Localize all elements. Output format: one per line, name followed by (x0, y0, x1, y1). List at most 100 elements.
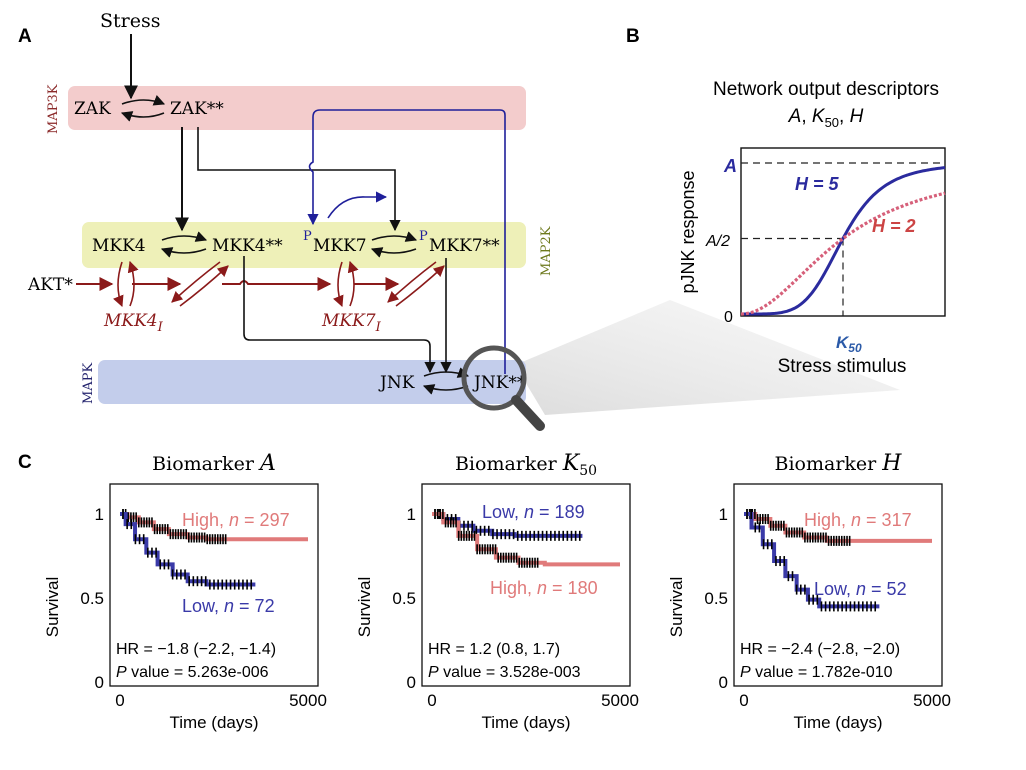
km-ytick: 1 (719, 505, 728, 524)
km-title: Biomarker H (775, 451, 903, 476)
km-frame (421, 483, 631, 687)
ytick-a: A (723, 156, 737, 176)
curve-label-h5: H = 5 (795, 174, 840, 194)
km-title: Biomarker A (152, 451, 276, 476)
dose-response-curves (741, 166, 946, 316)
mkk4-deactivation-arrow (160, 247, 207, 258)
descriptor-subtitle: A, K50, H (788, 106, 864, 130)
panel-label-a: A (18, 26, 32, 47)
km-xtick: 0 (427, 691, 436, 710)
mkk4-activation-arrow (161, 231, 208, 242)
km-high-label: High, n = 297 (182, 510, 290, 530)
curve-label-h2: H = 2 (872, 216, 916, 236)
ytick-a-half: A/2 (705, 233, 730, 250)
km-xtick: 5000 (913, 691, 951, 710)
mkk7pp-inhib-up (395, 265, 445, 307)
mkk4pp-inhib-up (179, 265, 229, 307)
km-hazard-ratio: HR = −1.8 (−2.2, −1.4) (116, 641, 276, 658)
node-mkk4-inhibited: MKK4I (103, 311, 164, 335)
ytick-zero: 0 (724, 309, 733, 326)
km-frame (733, 483, 943, 687)
km-ytick: 0 (719, 673, 728, 692)
panel-a: A MAP3K MAP2K MAPK Stress ZAK ZAK** MKK4… (18, 10, 900, 431)
km-xlabel: Time (days) (793, 713, 882, 732)
km-low-label: Low, n = 72 (182, 596, 275, 616)
km-p-value: P value = 3.528e-003 (428, 664, 581, 681)
km-high-label: High, n = 180 (490, 578, 598, 598)
node-phospho-1: P (303, 229, 312, 244)
km-title: Biomarker K50 (455, 451, 597, 479)
map2k-label: MAP2K (539, 226, 554, 276)
xtick-k50: K50 (836, 333, 862, 355)
mkk4pp-inhib-down (171, 261, 221, 303)
mkk7-deactivation-arrow (370, 247, 417, 258)
km-ylabel: Survival (667, 577, 686, 637)
jnk-feedback-arrow (307, 109, 506, 374)
km-p-value: P value = 1.782e-010 (740, 664, 893, 681)
mkk4-inhib-down (113, 261, 124, 308)
km-ytick: 0.5 (392, 589, 416, 608)
guide-lines (741, 162, 945, 316)
curve-hill-5 (741, 166, 946, 316)
km-p-value: P value = 5.263e-006 (116, 664, 269, 681)
node-mkk7-inhibited: MKK7I (321, 311, 382, 335)
zak-to-mkk7-arrow (197, 127, 401, 232)
akt-to-mkk7-arrow (222, 277, 332, 291)
feedback-phosphorylation-arrow (327, 191, 388, 219)
descriptor-title: Network output descriptors (713, 79, 939, 100)
zak-activation-arrow (121, 95, 166, 106)
panel-b: B Network output descriptors A, K50, H p… (626, 26, 946, 377)
panel-label-c: C (18, 452, 32, 473)
km-plot-2: Biomarker K50 0 0.5 1 0 5000 Time (days) Surviv… (355, 451, 639, 732)
map3k-label: MAP3K (46, 84, 61, 134)
node-akt: AKT* (27, 275, 73, 295)
curve-hill-2 (741, 191, 946, 316)
node-zak-pp: ZAK** (170, 99, 224, 119)
node-mkk7: MKK7 (313, 236, 367, 256)
stress-label: Stress (100, 10, 160, 32)
km-ylabel: Survival (355, 577, 374, 637)
node-mkk7-pp: MKK7** (429, 236, 500, 256)
panel-label-b: B (626, 26, 640, 47)
magnifier-icon (461, 345, 545, 431)
zoom-beam (515, 300, 900, 415)
km-curve-high (120, 512, 308, 542)
km-ytick: 1 (95, 505, 104, 524)
dose-response-ylabel: pJNK response (678, 170, 698, 293)
dose-response-xlabel: Stress stimulus (778, 356, 907, 377)
km-xtick: 0 (739, 691, 748, 710)
mapk-label: MAPK (81, 363, 96, 404)
node-phospho-2: P (419, 229, 428, 244)
node-mkk4-pp: MKK4** (212, 236, 283, 256)
km-high-label: High, n = 317 (804, 510, 912, 530)
km-plot-1: Biomarker A 0 0.5 1 0 5000 Time (days) Survival… (43, 451, 327, 732)
mapk-band (98, 360, 526, 404)
km-ytick: 0 (407, 673, 416, 692)
km-frame (109, 483, 319, 687)
mkk4pp-to-jnk-arrow (243, 256, 436, 374)
panel-c: C Biomarker A 0 0.5 1 0 5000 Time (days) Surviv… (18, 451, 951, 732)
km-xlabel: Time (days) (169, 713, 258, 732)
mkk7-inhib-up (347, 260, 359, 307)
km-ytick: 0 (95, 673, 104, 692)
node-jnk: JNK (378, 373, 415, 393)
km-hazard-ratio: HR = 1.2 (0.8, 1.7) (428, 641, 560, 658)
km-xtick: 5000 (289, 691, 327, 710)
km-ytick: 1 (407, 505, 416, 524)
node-mkk4: MKK4 (92, 236, 146, 256)
mkk7-inhib-down (333, 261, 344, 308)
km-xtick: 0 (115, 691, 124, 710)
km-low-label: Low, n = 52 (814, 579, 907, 599)
mkk4-inhib-up (127, 260, 139, 307)
km-xlabel: Time (days) (481, 713, 570, 732)
km-ytick: 0.5 (80, 589, 104, 608)
km-xtick: 5000 (601, 691, 639, 710)
mkk7-activation-arrow (371, 231, 418, 242)
node-jnk-pp: JNK** (472, 373, 526, 393)
km-ytick: 0.5 (704, 589, 728, 608)
zak-deactivation-arrow (120, 111, 165, 122)
km-plot-3: Biomarker H 0 0.5 1 0 5000 Time (days) Survival… (667, 451, 951, 732)
km-low-label: Low, n = 189 (482, 502, 585, 522)
node-zak: ZAK (74, 99, 111, 119)
